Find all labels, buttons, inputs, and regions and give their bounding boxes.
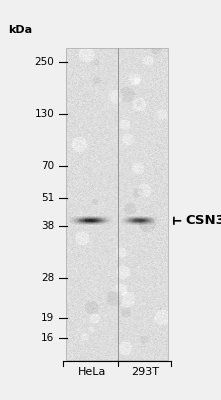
Text: 28: 28 (41, 273, 54, 283)
Text: 130: 130 (34, 109, 54, 119)
Text: 70: 70 (41, 161, 54, 171)
Text: kDa: kDa (8, 25, 32, 35)
Text: 19: 19 (41, 313, 54, 323)
Text: 16: 16 (41, 333, 54, 343)
Text: 51: 51 (41, 193, 54, 203)
Text: 38: 38 (41, 221, 54, 231)
Text: CSN3: CSN3 (186, 214, 221, 227)
Text: 250: 250 (34, 57, 54, 67)
Text: 293T: 293T (131, 367, 159, 377)
Text: HeLa: HeLa (78, 367, 106, 377)
Bar (66, 48, 168, 360)
